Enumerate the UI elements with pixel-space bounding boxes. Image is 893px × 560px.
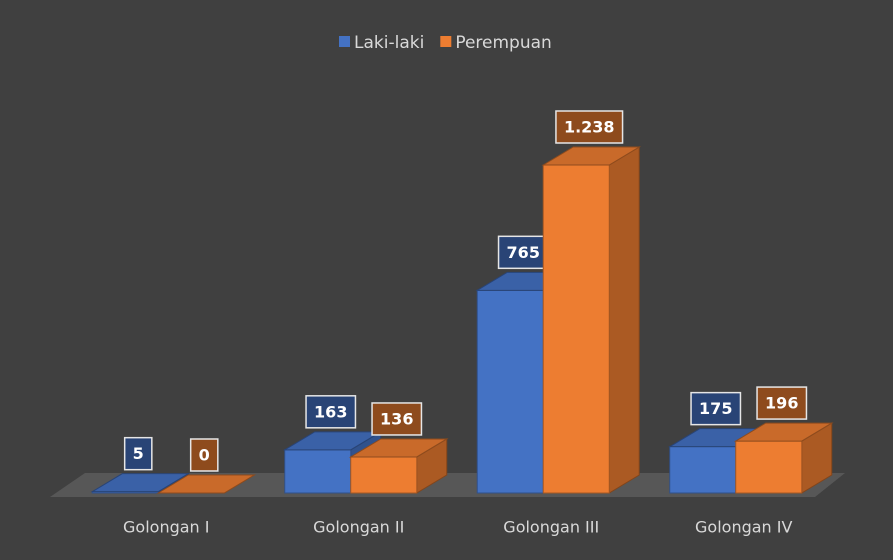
floor [50, 473, 845, 497]
bar [733, 422, 834, 494]
bar-front [542, 164, 610, 494]
bar [156, 474, 257, 494]
bar-front [669, 446, 737, 494]
bar-front [735, 440, 803, 494]
bar [348, 438, 449, 494]
legend-swatch [440, 36, 452, 47]
x-tick-label: Golongan I [123, 518, 209, 537]
value-label-box [371, 402, 423, 436]
value-label-box [690, 391, 742, 426]
value-label: 196 [765, 394, 798, 413]
bar-top [90, 473, 191, 493]
x-tick-label: Golongan II [313, 518, 404, 537]
value-label-box [497, 235, 549, 270]
value-label: 765 [507, 243, 540, 262]
bar-front [284, 449, 352, 494]
bar-top [733, 422, 834, 442]
x-tick-label: Golongan IV [695, 518, 792, 537]
value-label: 175 [699, 399, 732, 418]
value-label-box [555, 110, 624, 144]
x-tick-label: Golongan III [503, 518, 599, 537]
bar-side [608, 146, 640, 494]
value-label: 5 [133, 444, 144, 463]
value-label: 163 [314, 402, 347, 421]
value-label-box [756, 386, 808, 420]
legend-label: Perempuan [455, 33, 552, 53]
value-label: 0 [199, 446, 210, 465]
bar-top [541, 146, 642, 166]
legend-swatch [339, 36, 350, 47]
bar-front [476, 289, 544, 494]
value-label: 1.238 [564, 118, 615, 137]
value-label-box [189, 438, 219, 472]
bar-top [156, 474, 257, 494]
value-label-box [123, 436, 153, 471]
value-label: 136 [380, 409, 413, 428]
bar-front [350, 456, 418, 494]
legend-label: Laki-laki [354, 33, 424, 53]
bar [541, 146, 642, 494]
value-label-box [305, 395, 357, 429]
bar-top [348, 438, 449, 458]
